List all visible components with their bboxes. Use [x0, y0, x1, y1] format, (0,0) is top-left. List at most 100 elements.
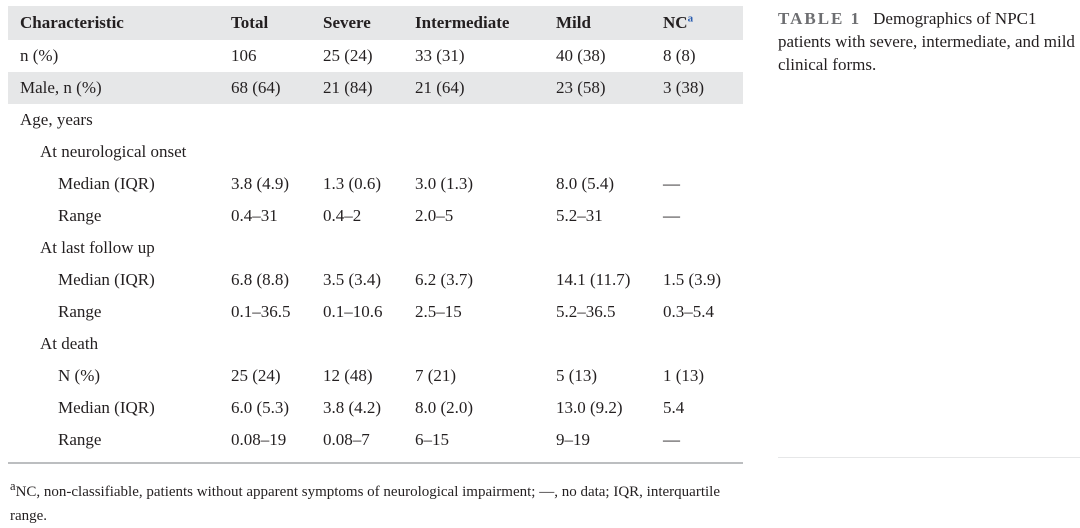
cell-total: 68 (64): [231, 78, 281, 97]
cell-characteristic: At death: [40, 334, 99, 353]
cell-total: 3.8 (4.9): [231, 174, 290, 193]
header-nc-label: NC: [663, 13, 688, 32]
footnote-mark: a: [10, 479, 16, 493]
cell-severe: [323, 328, 415, 360]
cell-characteristic: Median (IQR): [58, 398, 155, 417]
cell-intermediate: 21 (64): [415, 78, 465, 97]
cell-total: [231, 232, 323, 264]
table-row: n (%) 106 25 (24) 33 (31) 40 (38) 8 (8): [8, 40, 743, 72]
cell-nc: 5.4: [663, 398, 685, 417]
table-row: Male, n (%) 68 (64) 21 (84) 21 (64) 23 (58) 3…: [8, 72, 743, 104]
cell-severe: [323, 136, 415, 168]
cell-intermediate: [415, 136, 556, 168]
table-row: Median (IQR) 6.8 (8.8) 3.5 (3.4) 6.2 (3.7) 1…: [8, 264, 743, 296]
cell-total: [231, 104, 323, 136]
cell-mild: 9–19: [556, 430, 590, 449]
cell-nc: [663, 328, 743, 360]
cell-mild: 40 (38): [556, 46, 606, 65]
cell-intermediate: [415, 104, 556, 136]
cell-mild: [556, 328, 663, 360]
cell-total: 6.8 (8.8): [231, 270, 290, 289]
cell-characteristic: At neurological onset: [40, 142, 187, 161]
table-footnote: aNC, non-classifiable, patients without …: [8, 474, 730, 528]
table-row: N (%) 25 (24) 12 (48) 7 (21) 5 (13) 1 (13): [8, 360, 743, 392]
cell-nc: 1.5 (3.9): [663, 270, 722, 289]
cell-mild: 5.2–36.5: [556, 302, 616, 321]
table-row: At last follow up: [8, 232, 743, 264]
cell-total: [231, 136, 323, 168]
cell-total: 0.1–36.5: [231, 302, 291, 321]
header-characteristic: Characteristic: [20, 13, 124, 32]
cell-characteristic: Range: [58, 206, 102, 225]
table-row: At neurological onset: [8, 136, 743, 168]
footnote-text: NC, non-classifiable, patients without a…: [10, 484, 720, 524]
cell-characteristic: Median (IQR): [58, 174, 155, 193]
cell-mild: [556, 136, 663, 168]
cell-mild: 13.0 (9.2): [556, 398, 623, 417]
table-row: Range 0.4–31 0.4–2 2.0–5 5.2–31 —: [8, 200, 743, 232]
cell-nc: —: [663, 430, 680, 449]
header-mild: Mild: [556, 13, 591, 32]
cell-mild: 5 (13): [556, 366, 598, 385]
cell-intermediate: [415, 232, 556, 264]
demographics-table-container: Characteristic Total Severe Intermediate…: [8, 6, 743, 528]
table-bottom-rule: [8, 462, 743, 464]
table-header-row: Characteristic Total Severe Intermediate…: [8, 6, 743, 40]
cell-total: 106: [231, 46, 257, 65]
cell-nc: —: [663, 174, 680, 193]
caption-text: Demographics of NPC1 patients with sever…: [778, 9, 1075, 74]
cell-severe: [323, 104, 415, 136]
header-severe: Severe: [323, 13, 371, 32]
cell-nc: [663, 136, 743, 168]
cell-intermediate: 3.0 (1.3): [415, 174, 474, 193]
cell-severe: 3.8 (4.2): [323, 398, 382, 417]
caption-divider: [778, 457, 1080, 458]
table-caption: TABLE 1 Demographics of NPC1 patients wit…: [778, 7, 1078, 76]
cell-intermediate: [415, 328, 556, 360]
cell-severe: 1.3 (0.6): [323, 174, 382, 193]
cell-nc: 0.3–5.4: [663, 302, 714, 321]
header-total: Total: [231, 13, 269, 32]
cell-mild: [556, 104, 663, 136]
table-row: At death: [8, 328, 743, 360]
cell-intermediate: 2.5–15: [415, 302, 462, 321]
cell-nc: 8 (8): [663, 46, 696, 65]
table-row: Range 0.1–36.5 0.1–10.6 2.5–15 5.2–36.5 0.3–5…: [8, 296, 743, 328]
cell-intermediate: 6.2 (3.7): [415, 270, 474, 289]
table-row: Median (IQR) 3.8 (4.9) 1.3 (0.6) 3.0 (1.3) 8…: [8, 168, 743, 200]
cell-characteristic: Male, n (%): [20, 78, 102, 97]
table-row: Median (IQR) 6.0 (5.3) 3.8 (4.2) 8.0 (2.0) 1…: [8, 392, 743, 424]
cell-total: 6.0 (5.3): [231, 398, 290, 417]
nc-footnote-link[interactable]: a: [687, 12, 694, 25]
cell-characteristic: At last follow up: [40, 238, 155, 257]
cell-severe: 0.1–10.6: [323, 302, 383, 321]
cell-nc: 3 (38): [663, 78, 705, 97]
cell-mild: 14.1 (11.7): [556, 270, 631, 289]
cell-mild: 8.0 (5.4): [556, 174, 615, 193]
table-row: Range 0.08–19 0.08–7 6–15 9–19 —: [8, 424, 743, 456]
table-body: n (%) 106 25 (24) 33 (31) 40 (38) 8 (8) Male, …: [8, 40, 743, 456]
cell-total: 0.08–19: [231, 430, 287, 449]
cell-intermediate: 6–15: [415, 430, 449, 449]
cell-nc: 1 (13): [663, 366, 705, 385]
cell-severe: [323, 232, 415, 264]
cell-intermediate: 33 (31): [415, 46, 465, 65]
cell-severe: 0.4–2: [323, 206, 362, 225]
cell-characteristic: Age, years: [20, 110, 93, 129]
cell-characteristic: Range: [58, 302, 102, 321]
cell-mild: [556, 232, 663, 264]
cell-characteristic: n (%): [20, 46, 59, 65]
cell-nc: [663, 232, 743, 264]
demographics-table: Characteristic Total Severe Intermediate…: [8, 6, 743, 456]
cell-severe: 12 (48): [323, 366, 373, 385]
cell-severe: 0.08–7: [323, 430, 370, 449]
cell-mild: 5.2–31: [556, 206, 603, 225]
caption-label: TABLE 1: [778, 9, 862, 28]
cell-characteristic: Median (IQR): [58, 270, 155, 289]
cell-nc: —: [663, 206, 680, 225]
cell-mild: 23 (58): [556, 78, 606, 97]
cell-characteristic: N (%): [58, 366, 101, 385]
cell-total: [231, 328, 323, 360]
cell-nc: [663, 104, 743, 136]
cell-intermediate: 2.0–5: [415, 206, 454, 225]
